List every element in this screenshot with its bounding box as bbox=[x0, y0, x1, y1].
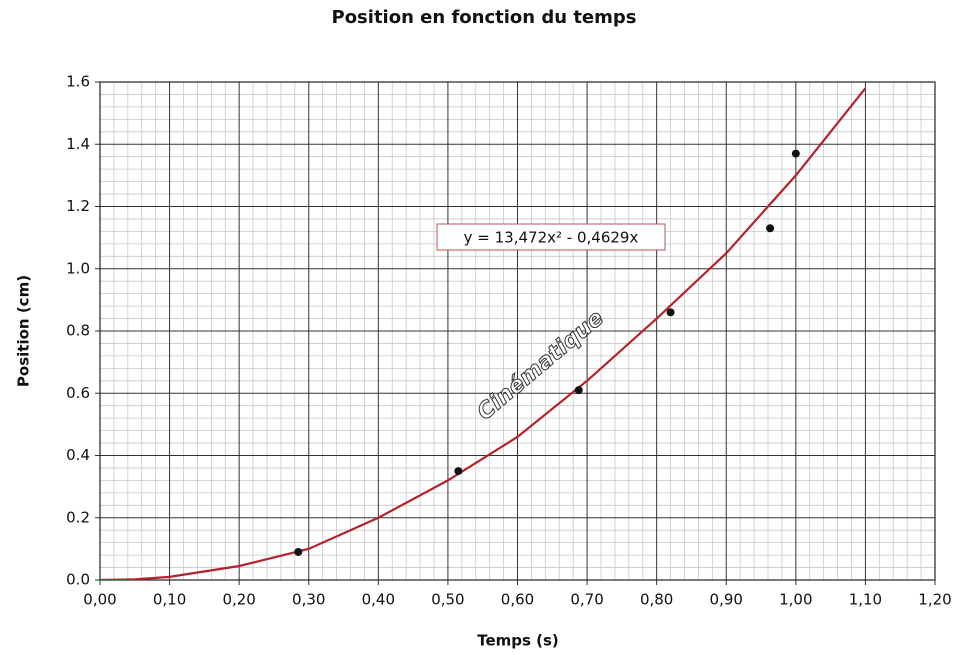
chart-title: Position en fonction du temps bbox=[332, 7, 637, 28]
y-tick-label: 0.6 bbox=[66, 384, 90, 402]
x-tick-label: 1,20 bbox=[918, 591, 951, 609]
grid bbox=[95, 81, 936, 585]
x-tick-label: 0,70 bbox=[570, 591, 603, 609]
x-tick-label: 0,60 bbox=[501, 591, 534, 609]
y-tick-label: 1.4 bbox=[66, 135, 90, 153]
x-tick-label: 0,20 bbox=[222, 591, 255, 609]
x-tick-label: 0,90 bbox=[710, 591, 743, 609]
x-tick-label: 1,00 bbox=[779, 591, 812, 609]
x-axis-label: Temps (s) bbox=[477, 632, 559, 650]
x-tick-label: 0,80 bbox=[640, 591, 673, 609]
y-tick-label: 1.6 bbox=[66, 73, 90, 91]
data-point bbox=[574, 386, 583, 395]
y-tick-label: 0.8 bbox=[66, 322, 90, 340]
y-tick-label: 0.4 bbox=[66, 446, 90, 464]
x-tick-label: 0,40 bbox=[362, 591, 395, 609]
y-tick-label: 1.2 bbox=[66, 197, 90, 215]
trend-line bbox=[100, 87, 867, 580]
equation: y = 13,472x² - 0,4629x bbox=[464, 229, 639, 247]
data-point bbox=[766, 224, 775, 233]
x-tick-label: 0,50 bbox=[431, 591, 464, 609]
y-tick-label: 1.0 bbox=[66, 259, 90, 277]
y-tick-label: 0.0 bbox=[66, 571, 90, 589]
x-tick-label: 1,10 bbox=[849, 591, 882, 609]
marks bbox=[100, 87, 867, 580]
x-tick-label: 0,10 bbox=[153, 591, 186, 609]
x-tick-label: 0,00 bbox=[83, 591, 116, 609]
y-axis-label: Position (cm) bbox=[15, 275, 33, 387]
equation-box bbox=[436, 223, 666, 251]
data-point bbox=[791, 149, 800, 158]
x-tick-label: 0,30 bbox=[292, 591, 325, 609]
data-point bbox=[454, 467, 463, 476]
data-point bbox=[294, 547, 303, 556]
plot-border bbox=[99, 81, 936, 581]
y-tick-label: 0.2 bbox=[66, 508, 90, 526]
data-point bbox=[666, 308, 675, 317]
